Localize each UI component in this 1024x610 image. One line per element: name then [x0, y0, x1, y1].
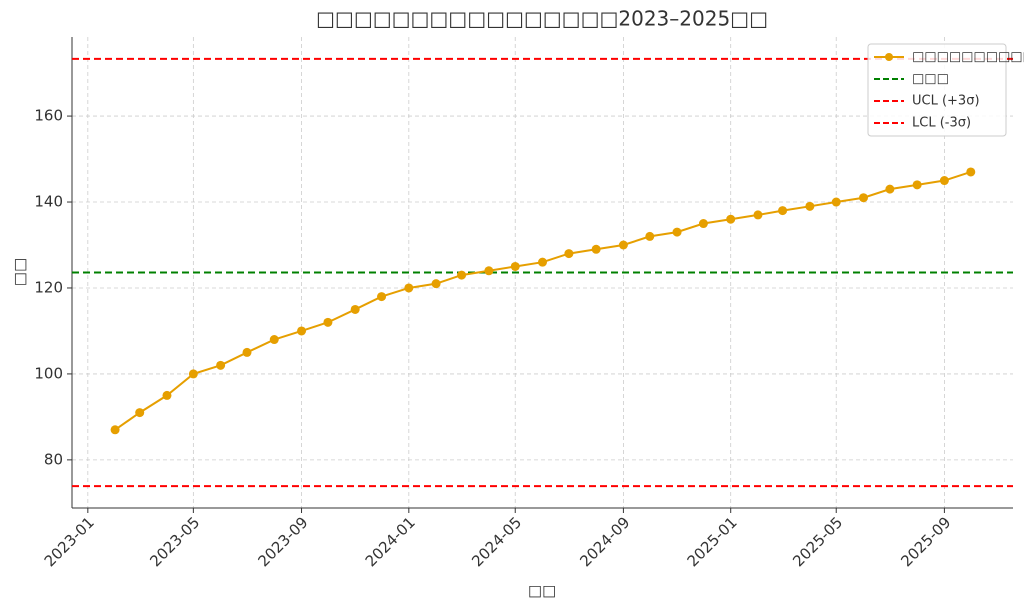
point [939, 176, 949, 186]
point [672, 227, 682, 237]
x-tick-label: 2025-01 [684, 513, 741, 570]
point [484, 266, 494, 276]
point [110, 425, 120, 435]
legend-label: UCL (+3σ) [912, 94, 980, 109]
point [242, 347, 252, 357]
point [753, 210, 763, 220]
point [778, 206, 788, 216]
y-tick-label: 160 [34, 107, 63, 125]
x-tick-label: 2023-09 [254, 513, 311, 570]
y-axis-label: □□ [11, 258, 29, 286]
point [698, 219, 708, 229]
point [431, 279, 441, 289]
y-tick-label: 100 [34, 364, 63, 382]
line [114, 170, 972, 431]
x-tick-label: 2024-05 [468, 513, 525, 570]
y-tick-label: 80 [44, 450, 63, 468]
point [297, 326, 307, 336]
point [858, 193, 868, 203]
x-tick-label: 2024-09 [576, 513, 633, 570]
x-tick-label: 2024-01 [362, 513, 419, 570]
point [188, 369, 198, 379]
point [645, 231, 655, 241]
chart-title: □□□□□□□□□□□□□□□□2023–2025□□ [316, 7, 768, 31]
legend-label: □□□□□□□□□□ [912, 50, 1024, 65]
legend-label: □□□ [912, 72, 949, 87]
point [377, 292, 387, 302]
point [457, 270, 467, 280]
point [135, 408, 145, 418]
point [912, 180, 922, 190]
legend-label: LCL (-3σ) [912, 116, 971, 131]
point [323, 317, 333, 327]
y-tick-label: 120 [34, 278, 63, 296]
legend: □□□□□□□□□□□□□UCL (+3σ)LCL (-3σ) [867, 43, 1024, 137]
legend-box [867, 43, 1007, 137]
point [216, 360, 226, 370]
point [510, 261, 520, 271]
point [618, 240, 628, 250]
point [831, 197, 841, 207]
point [966, 167, 976, 177]
point [538, 257, 547, 267]
point [564, 249, 574, 259]
point [350, 304, 360, 314]
point [162, 390, 172, 400]
point [726, 214, 736, 224]
legend-marker [885, 53, 893, 61]
x-axis-label: □□ [528, 582, 556, 600]
point [269, 335, 279, 345]
y-tick-label: 140 [34, 193, 63, 211]
x-tick-label: 2025-05 [789, 513, 846, 570]
point [591, 244, 601, 254]
x-tick-label: 2023-01 [41, 513, 98, 570]
point [885, 184, 895, 194]
x-tick-label: 2025-09 [897, 513, 954, 570]
x-tick-label: 2023-05 [146, 513, 203, 570]
point [805, 201, 815, 211]
point [404, 283, 414, 293]
